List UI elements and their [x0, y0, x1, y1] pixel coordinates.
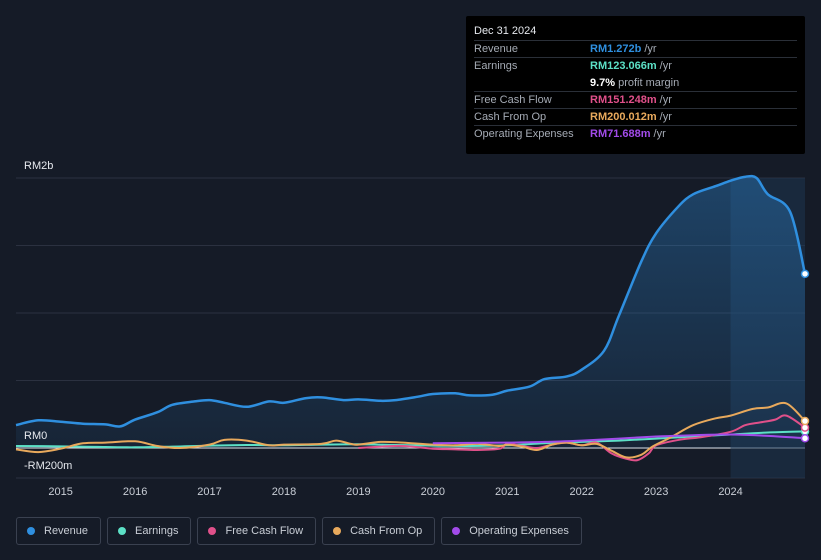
- x-tick-label: 2015: [48, 486, 72, 498]
- series-end-marker: [800, 416, 810, 426]
- y-axis-zero-label: RM0: [24, 430, 48, 442]
- tooltip-unit: /yr: [653, 128, 666, 140]
- series-line-revenue: [15, 174, 807, 428]
- legend-label: Earnings: [135, 525, 179, 537]
- legend-item-operating-expenses[interactable]: Operating Expenses: [441, 517, 582, 545]
- x-tick-label: 2020: [421, 486, 445, 498]
- tooltip-value: RM151.248m: [590, 94, 657, 106]
- tooltip-label: Revenue: [474, 43, 519, 55]
- legend-item-free-cash-flow[interactable]: Free Cash Flow: [197, 517, 317, 545]
- x-tick-label: 2022: [569, 486, 593, 498]
- revenue-area: [16, 176, 805, 448]
- legend-dot-icon: [27, 527, 35, 535]
- x-axis-ticks: 2015 2016 2017 2018 2019 2020 2021 2022 2023 2024: [48, 486, 742, 498]
- tooltip-value: RM71.688m: [590, 128, 651, 140]
- legend-dot-icon: [118, 527, 127, 535]
- tooltip-unit: /yr: [644, 43, 657, 55]
- series-line-earnings: [15, 430, 806, 449]
- tooltip-row-revenue: Revenue RM1.272b /yr: [474, 40, 797, 57]
- x-tick-label: 2019: [346, 486, 370, 498]
- tooltip-row-profit-margin: 9.7% profit margin: [474, 74, 797, 91]
- legend-dot-icon: [452, 527, 461, 535]
- tooltip-label: Operating Expenses: [474, 128, 574, 140]
- legend-item-earnings[interactable]: Earnings: [107, 517, 192, 545]
- tooltip-unit: /yr: [659, 111, 672, 123]
- chart-canvas[interactable]: 2015 2016 2017 2018 2019 2020 2021 2022 2023 2024: [0, 0, 821, 510]
- series-end-marker: [800, 434, 810, 443]
- tooltip-value: RM123.066m: [590, 60, 657, 72]
- tooltip-unit: /yr: [659, 94, 672, 106]
- tooltip-row-free-cash-flow: Free Cash Flow RM151.248m /yr: [474, 91, 797, 108]
- tooltip-value: RM200.012m: [590, 111, 657, 123]
- tooltip-row-cash-from-op: Cash From Op RM200.012m /yr: [474, 108, 797, 125]
- legend-label: Revenue: [44, 525, 89, 537]
- tooltip-unit: /yr: [659, 60, 672, 72]
- legend-dot-icon: [333, 527, 342, 535]
- x-tick-label: 2018: [272, 486, 296, 498]
- y-axis-top-label: RM2b: [24, 160, 54, 172]
- x-tick-label: 2016: [123, 486, 147, 498]
- series-layer: [15, 174, 810, 462]
- tooltip-label: Earnings: [474, 60, 518, 72]
- legend-label: Free Cash Flow: [225, 525, 304, 537]
- tooltip-value: 9.7%: [590, 76, 616, 89]
- legend: Revenue Earnings Free Cash Flow Cash Fro…: [16, 517, 582, 545]
- series-line-operating-expenses: [432, 433, 806, 445]
- tooltip-row-operating-expenses: Operating Expenses RM71.688m /yr: [474, 125, 797, 142]
- tooltip-label: Cash From Op: [474, 111, 547, 123]
- x-tick-label: 2021: [495, 486, 519, 498]
- tooltip-label: Free Cash Flow: [474, 94, 552, 106]
- legend-label: Cash From Op: [350, 525, 423, 537]
- tooltip-unit: profit margin: [618, 76, 680, 89]
- y-axis-bottom-label: -RM200m: [24, 460, 73, 472]
- legend-dot-icon: [208, 527, 217, 535]
- tooltip-date: Dec 31 2024: [474, 25, 537, 37]
- legend-item-revenue[interactable]: Revenue: [16, 517, 102, 545]
- series-end-marker: [800, 269, 810, 279]
- tooltip-panel: Dec 31 2024 Revenue RM1.272b /yr Earning…: [466, 16, 805, 154]
- x-tick-label: 2024: [718, 486, 742, 498]
- legend-label: Operating Expenses: [469, 525, 569, 537]
- legend-item-cash-from-op[interactable]: Cash From Op: [322, 517, 436, 545]
- tooltip-row-earnings: Earnings RM123.066m /yr: [474, 57, 797, 74]
- x-tick-label: 2023: [644, 486, 668, 498]
- series-line-free-cash-flow: [358, 414, 806, 462]
- tooltip-value: RM1.272b: [590, 43, 642, 55]
- x-tick-label: 2017: [197, 486, 221, 498]
